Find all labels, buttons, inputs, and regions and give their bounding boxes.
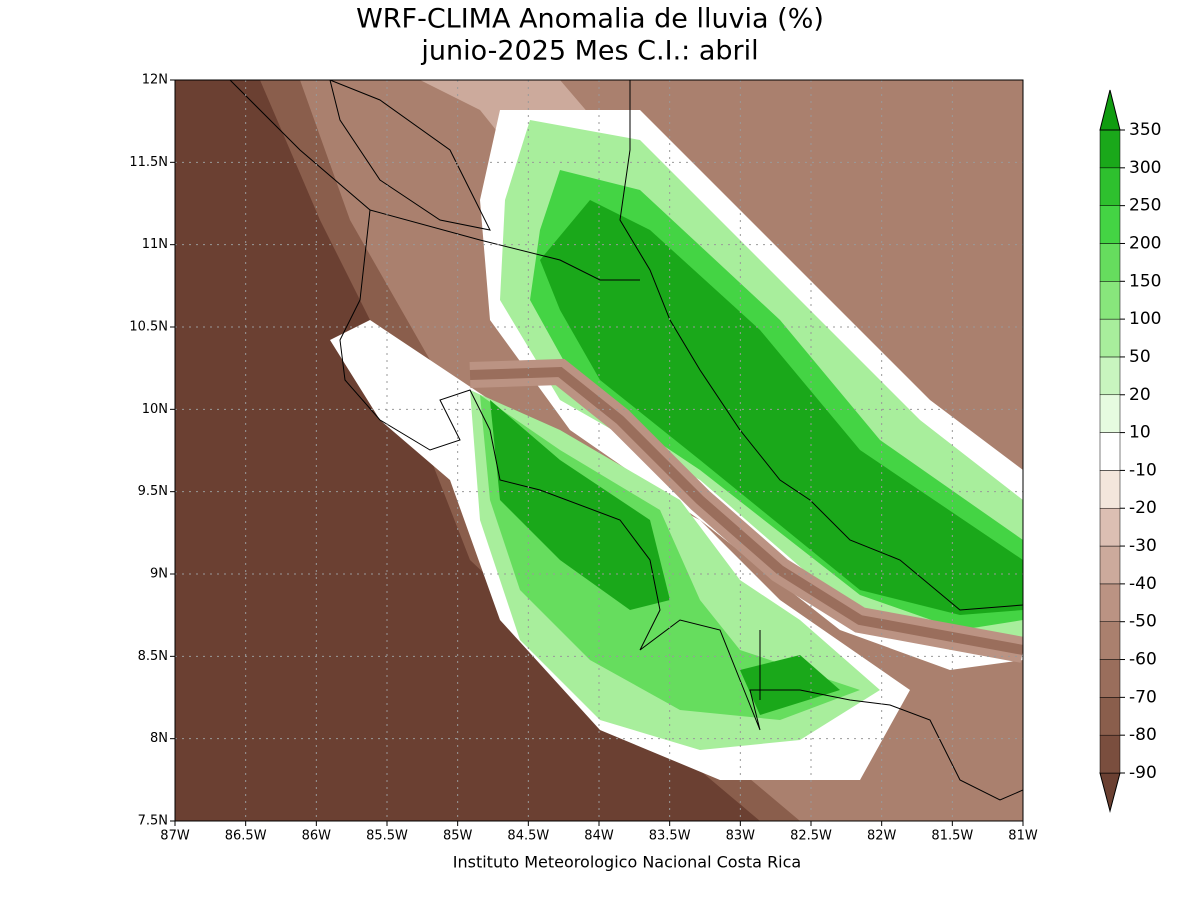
colorbar-box — [1099, 734, 1121, 774]
x-tick-label: 83.5W — [649, 829, 691, 844]
colorbar-label: 350 — [1129, 120, 1161, 140]
colorbar-label: -90 — [1129, 763, 1157, 783]
y-tick-label: 8.5N — [138, 649, 168, 664]
colorbar-label: 300 — [1129, 158, 1161, 178]
title-line-1: WRF-CLIMA Anomalia de lluvia (%) — [356, 4, 824, 35]
y-tick-label: 10.5N — [129, 320, 168, 335]
colorbar-box — [1099, 318, 1121, 358]
colorbar-label: 100 — [1129, 309, 1161, 329]
x-tick-label: 86.5W — [225, 829, 267, 844]
colorbar-box — [1099, 356, 1121, 396]
y-tick-label: 11N — [142, 237, 168, 252]
colorbar-box — [1099, 507, 1121, 547]
y-tick-label: 8N — [150, 731, 168, 746]
colorbar-box — [1099, 697, 1121, 736]
y-tick-label: 10N — [142, 402, 168, 417]
field-region — [740, 655, 840, 715]
colorbar-box — [1099, 621, 1121, 660]
x-tick-label: 85.5W — [366, 829, 408, 844]
y-tick-label: 9.5N — [138, 484, 168, 499]
x-tick-label: 82W — [867, 829, 897, 844]
colorbar-label: -80 — [1129, 725, 1157, 745]
colorbar-box — [1099, 583, 1121, 622]
colorbar-label: 10 — [1129, 423, 1151, 443]
pacific-coast — [229, 80, 1023, 801]
field-region — [540, 200, 1023, 615]
colorbar-box — [1099, 394, 1121, 433]
colorbar-box — [1099, 281, 1121, 320]
colorbar-box — [1099, 470, 1121, 509]
x-tick-label: 84.5W — [507, 829, 549, 844]
colorbar-triangle — [1099, 89, 1121, 131]
colorbar-label: -50 — [1129, 612, 1157, 632]
x-tick-label: 86W — [302, 829, 332, 844]
colorbar-triangle — [1099, 772, 1121, 813]
title-line-2: junio-2025 Mes C.I.: abril — [420, 36, 758, 67]
field-ridge — [469, 366, 1023, 655]
colorbar-box — [1099, 205, 1121, 244]
y-tick-label: 7.5N — [138, 814, 168, 829]
colorbar-label: 50 — [1129, 347, 1151, 367]
y-tick-label: 12N — [142, 73, 168, 88]
colorbar-label: -60 — [1129, 650, 1157, 670]
plot-frame — [174, 79, 1024, 822]
colorbar-label: 150 — [1129, 271, 1161, 291]
colorbar-box — [1099, 432, 1121, 471]
lake — [329, 80, 491, 231]
colorbar: -90 -80 -70 -60 -50 -40 -30 -20 -10 10 20 50 100 150 2… — [1099, 89, 1161, 813]
colorbar-label: -20 — [1129, 498, 1157, 518]
colorbar-box — [1099, 167, 1121, 206]
y-tick-label: 9N — [150, 567, 168, 582]
x-tick-label: 82.5W — [790, 829, 832, 844]
border — [369, 209, 640, 281]
colorbar-label: -30 — [1129, 536, 1157, 556]
x-tick-label: 87W — [160, 829, 190, 844]
x-tick-label: 84W — [584, 829, 614, 844]
colorbar-label: -10 — [1129, 460, 1157, 480]
x-tick-label: 83W — [726, 829, 756, 844]
colorbar-label: -70 — [1129, 687, 1157, 707]
y-tick-label: 11.5N — [129, 155, 168, 170]
credit: Instituto Meteorologico Nacional Costa R… — [453, 853, 801, 872]
colorbar-box — [1099, 129, 1121, 169]
x-tick-label: 85W — [443, 829, 473, 844]
colorbar-label: 250 — [1129, 196, 1161, 216]
x-tick-label: 81W — [1008, 829, 1038, 844]
colorbar-label: -40 — [1129, 574, 1157, 594]
x-tick-label: 81.5W — [931, 829, 973, 844]
colorbar-box — [1099, 243, 1121, 282]
colorbar-box — [1099, 545, 1121, 585]
colorbar-label: 200 — [1129, 233, 1161, 253]
colorbar-label: 20 — [1129, 385, 1151, 405]
colorbar-box — [1099, 659, 1121, 698]
field — [175, 80, 1023, 821]
